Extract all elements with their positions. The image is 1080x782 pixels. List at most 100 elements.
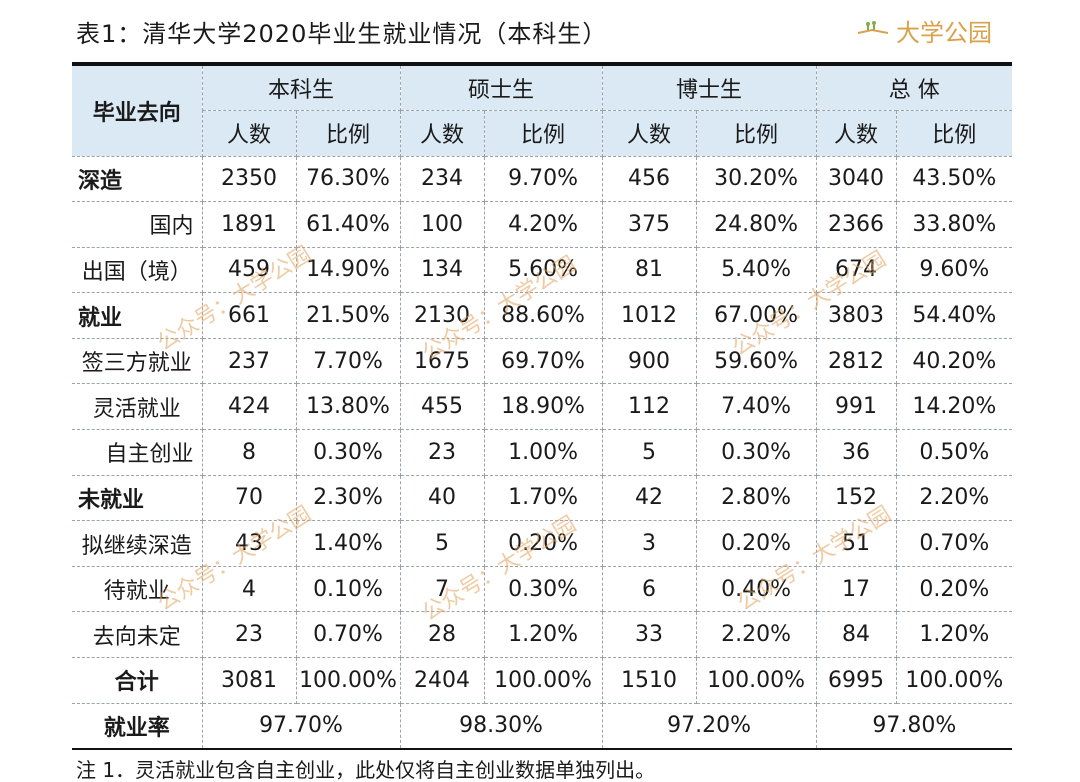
- cell-ratio: 1.40%: [296, 520, 401, 567]
- table-row: 就业 661 21.50% 2130 88.60% 1012 67.00% 3803 54.40…: [72, 292, 1013, 339]
- table-body: 深造 2350 76.30% 234 9.70% 456 30.20% 3040 43.50% 国…: [72, 156, 1013, 750]
- cell-ratio: 2.30%: [296, 475, 401, 522]
- header-ratio: 比例: [484, 110, 603, 157]
- cell-ratio: 43.50%: [896, 156, 1013, 203]
- cell-ratio: 21.50%: [296, 292, 401, 339]
- row-label: 出国（境）: [72, 247, 203, 294]
- cell-count: 3: [602, 520, 697, 567]
- row-label: 拟继续深造: [72, 520, 203, 567]
- cell-count: 17: [816, 566, 897, 613]
- cell-ratio: 0.10%: [296, 566, 401, 613]
- row-label: 国内: [72, 201, 203, 248]
- cell-ratio: 5.40%: [696, 247, 817, 294]
- row-label: 自主创业: [72, 429, 203, 476]
- cell-ratio: 14.20%: [896, 383, 1013, 431]
- cell-count: 1891: [202, 201, 297, 248]
- cell-ratio: 2.20%: [696, 611, 817, 659]
- cell-ratio: 0.30%: [696, 429, 817, 476]
- cell-ratio: 0.70%: [296, 611, 401, 659]
- cell-count: 6: [602, 566, 697, 613]
- cell-ratio: 54.40%: [896, 292, 1013, 339]
- cell-count: 4: [202, 566, 297, 613]
- cell-rate: 97.20%: [602, 703, 817, 750]
- cell-count: 7: [400, 566, 485, 613]
- cell-count: 674: [816, 247, 897, 294]
- cell-count: 28: [400, 611, 485, 659]
- cell-ratio: 88.60%: [484, 292, 603, 339]
- table-row: 签三方就业 237 7.70% 1675 69.70% 900 59.60% 2812 40.2…: [72, 338, 1013, 385]
- cell-ratio: 67.00%: [696, 292, 817, 339]
- row-label: 签三方就业: [72, 338, 203, 385]
- cell-count: 8: [202, 429, 297, 476]
- cell-count: 237: [202, 338, 297, 385]
- header-ratio: 比例: [896, 110, 1013, 157]
- cell-ratio: 1.20%: [896, 611, 1013, 659]
- row-label: 未就业: [72, 475, 203, 522]
- header-count: 人数: [816, 110, 897, 157]
- table-title: 表1：清华大学2020毕业生就业情况（本科生）: [76, 20, 608, 48]
- header-ratio: 比例: [296, 110, 401, 157]
- cell-ratio: 0.20%: [484, 520, 603, 567]
- header-group-phd: 博士生: [602, 64, 817, 111]
- cell-ratio: 40.20%: [896, 338, 1013, 385]
- cell-ratio: 1.20%: [484, 611, 603, 659]
- table-row-rate: 就业率 97.70% 98.30% 97.20% 97.80%: [72, 703, 1013, 750]
- cell-ratio: 0.70%: [896, 520, 1013, 567]
- cell-count: 2404: [400, 657, 485, 704]
- cell-count: 23: [202, 611, 297, 659]
- cell-ratio: 100.00%: [696, 657, 817, 704]
- row-label: 就业: [72, 292, 203, 339]
- brand-logo: 大学公园: [856, 12, 992, 48]
- header-corner: 毕业去向: [72, 64, 203, 157]
- cell-ratio: 33.80%: [896, 201, 1013, 248]
- cell-ratio: 14.90%: [296, 247, 401, 294]
- row-label: 灵活就业: [72, 383, 203, 431]
- cell-ratio: 4.20%: [484, 201, 603, 248]
- table-row: 出国（境） 459 14.90% 134 5.60% 81 5.40% 674 9.60%: [72, 247, 1013, 294]
- cell-count: 3040: [816, 156, 897, 203]
- cell-ratio: 69.70%: [484, 338, 603, 385]
- header-group-master: 硕士生: [400, 64, 603, 111]
- cell-ratio: 0.30%: [484, 566, 603, 613]
- row-label: 就业率: [72, 703, 203, 750]
- cell-count: 5: [602, 429, 697, 476]
- cell-rate: 97.80%: [816, 703, 1013, 750]
- cell-ratio: 2.20%: [896, 475, 1013, 522]
- cell-ratio: 9.70%: [484, 156, 603, 203]
- row-label: 待就业: [72, 566, 203, 613]
- cell-count: 134: [400, 247, 485, 294]
- cell-ratio: 0.20%: [896, 566, 1013, 613]
- cell-rate: 97.70%: [202, 703, 401, 750]
- table-row: 自主创业 8 0.30% 23 1.00% 5 0.30% 36 0.50%: [72, 429, 1013, 476]
- header-count: 人数: [202, 110, 297, 157]
- cell-ratio: 0.50%: [896, 429, 1013, 476]
- cell-count: 2130: [400, 292, 485, 339]
- header-count: 人数: [400, 110, 485, 157]
- table-row: 未就业 70 2.30% 40 1.70% 42 2.80% 152 2.20%: [72, 475, 1013, 522]
- cell-count: 5: [400, 520, 485, 567]
- cell-count: 900: [602, 338, 697, 385]
- cell-ratio: 0.30%: [296, 429, 401, 476]
- cell-ratio: 2.80%: [696, 475, 817, 522]
- cell-count: 43: [202, 520, 297, 567]
- header-group-total: 总 体: [816, 64, 1013, 111]
- cell-count: 375: [602, 201, 697, 248]
- cell-count: 112: [602, 383, 697, 431]
- brand-name: 大学公园: [896, 18, 992, 47]
- brand-mark-icon: [857, 21, 889, 34]
- cell-count: 6995: [816, 657, 897, 704]
- cell-ratio: 76.30%: [296, 156, 401, 203]
- table-row: 国内 1891 61.40% 100 4.20% 375 24.80% 2366 33.80%: [72, 201, 1013, 248]
- cell-ratio: 1.70%: [484, 475, 603, 522]
- table-row: 待就业 4 0.10% 7 0.30% 6 0.40% 17 0.20%: [72, 566, 1013, 613]
- cell-rate: 98.30%: [400, 703, 603, 750]
- cell-count: 3081: [202, 657, 297, 704]
- header-group-undergrad: 本科生: [202, 64, 401, 111]
- cell-count: 36: [816, 429, 897, 476]
- cell-count: 1510: [602, 657, 697, 704]
- cell-count: 23: [400, 429, 485, 476]
- cell-ratio: 7.70%: [296, 338, 401, 385]
- table-row: 拟继续深造 43 1.40% 5 0.20% 3 0.20% 51 0.70%: [72, 520, 1013, 567]
- cell-count: 2366: [816, 201, 897, 248]
- cell-ratio: 100.00%: [296, 657, 401, 704]
